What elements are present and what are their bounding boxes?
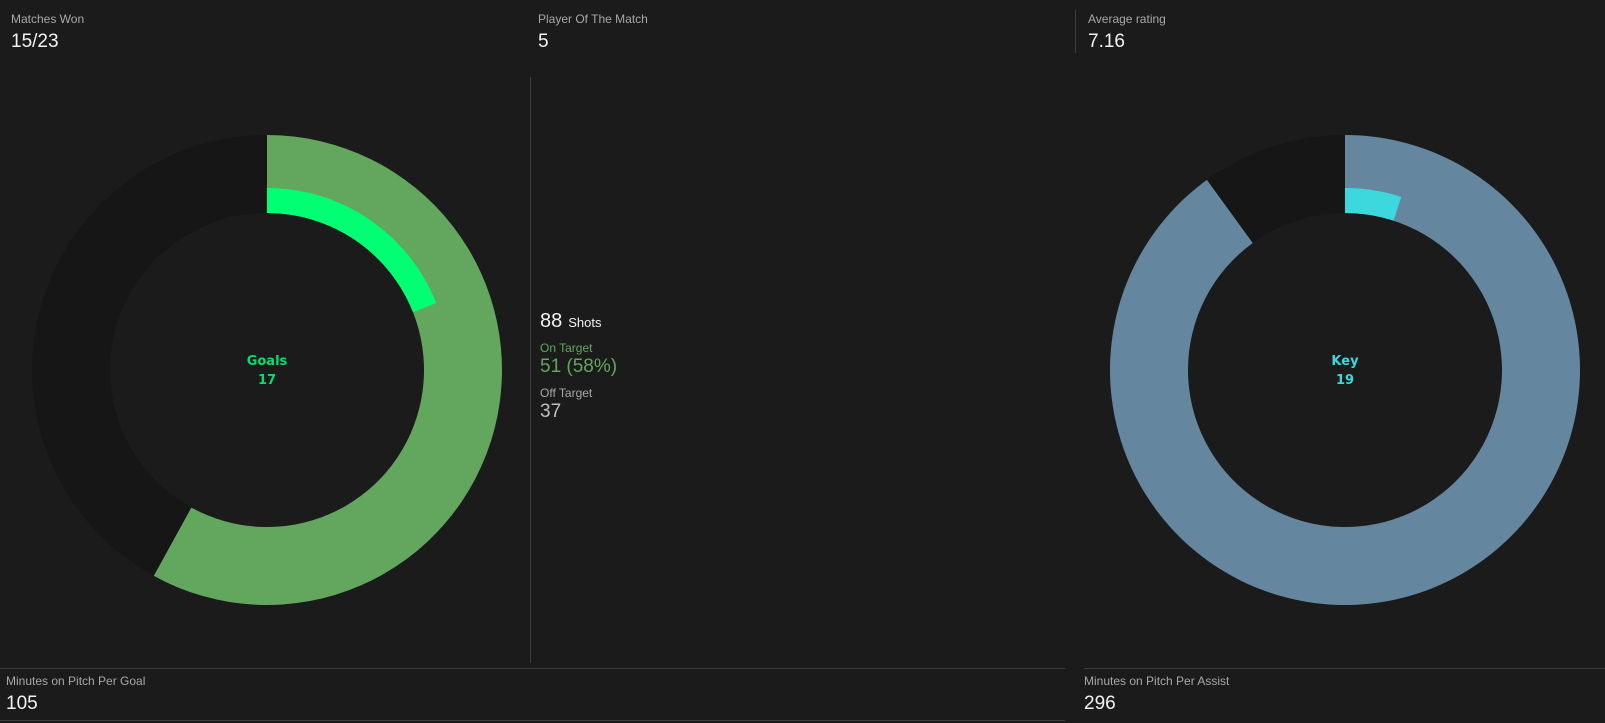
assists-outer-arc bbox=[1110, 135, 1580, 605]
header-divider bbox=[1075, 10, 1076, 53]
minutes-per-assist-stat: Minutes on Pitch Per Assist 296 bbox=[1084, 674, 1229, 715]
goals-center-label: Goals bbox=[247, 354, 288, 369]
goals-donut-chart: Goals 17 bbox=[32, 135, 503, 605]
footer-bottom-line bbox=[0, 720, 1065, 721]
player-of-the-match-value: 5 bbox=[538, 31, 549, 52]
shots-summary: 88 Shots On Target 51 (58%) Off Target 3… bbox=[540, 310, 617, 423]
shots-total-value: 88 bbox=[540, 310, 563, 332]
minutes-per-assist-value: 296 bbox=[1084, 693, 1116, 714]
off-target-value: 37 bbox=[540, 401, 562, 422]
average-rating-value: 7.16 bbox=[1088, 31, 1125, 52]
goals-center-value: 17 bbox=[258, 373, 276, 388]
minutes-per-goal-stat: Minutes on Pitch Per Goal 105 bbox=[6, 674, 145, 715]
average-rating-stat: Average rating 7.16 bbox=[1088, 12, 1166, 53]
footer-divider-right bbox=[1084, 668, 1605, 669]
goals-outer-arc bbox=[153, 135, 503, 605]
on-target-value: 51 (58%) bbox=[540, 356, 618, 377]
assists-donut-chart: Key 19 bbox=[1110, 135, 1580, 605]
chart-divider bbox=[530, 77, 531, 663]
goals-inner-arc bbox=[267, 188, 437, 313]
assists-center-label: Key bbox=[1331, 354, 1359, 369]
off-target-label: Off Target bbox=[540, 386, 593, 400]
on-target-label: On Target bbox=[540, 341, 593, 355]
player-of-the-match-label: Player Of The Match bbox=[538, 12, 648, 26]
shots-total: 88 Shots bbox=[540, 310, 617, 333]
assists-center-value: 19 bbox=[1336, 373, 1354, 388]
footer-divider-left bbox=[0, 668, 1065, 669]
assists-inner-arc bbox=[1345, 188, 1402, 221]
player-of-the-match-stat: Player Of The Match 5 bbox=[538, 12, 648, 53]
matches-won-label: Matches Won bbox=[11, 12, 85, 26]
shots-total-label: Shots bbox=[568, 315, 602, 330]
minutes-per-goal-value: 105 bbox=[6, 693, 38, 714]
matches-won-value: 15/23 bbox=[11, 31, 59, 52]
average-rating-label: Average rating bbox=[1088, 12, 1166, 26]
minutes-per-assist-label: Minutes on Pitch Per Assist bbox=[1084, 674, 1230, 688]
minutes-per-goal-label: Minutes on Pitch Per Goal bbox=[6, 674, 146, 688]
matches-won-stat: Matches Won 15/23 bbox=[11, 12, 84, 53]
